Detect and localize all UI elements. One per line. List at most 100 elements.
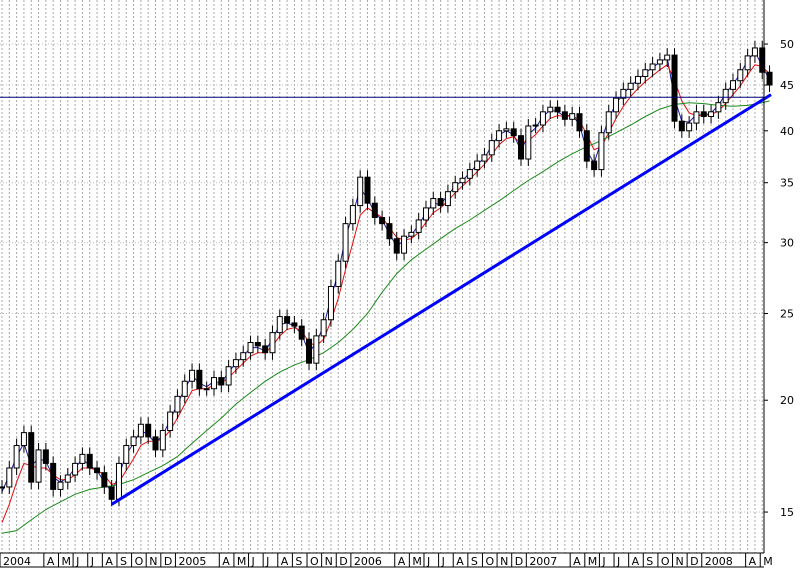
price-bar-body [671, 54, 678, 122]
price-bar-body [656, 59, 663, 65]
price-bar-body [50, 462, 57, 490]
price-bar-body [496, 130, 503, 142]
price-bar-body [364, 176, 371, 204]
price-bar-body [686, 122, 693, 132]
x-tick-label: A [573, 555, 581, 568]
price-bar-body [181, 380, 188, 397]
price-bar-body [408, 231, 415, 237]
x-tick-label: J [265, 555, 269, 568]
x-tick-label: O [135, 555, 144, 568]
y-tick-label: 20 [780, 394, 794, 407]
price-bar-body [254, 342, 261, 347]
price-bar-body [189, 369, 196, 382]
x-tick-label: N [676, 555, 684, 568]
x-tick-label: A [281, 555, 289, 568]
x-tick-label: A [398, 555, 406, 568]
y-tick-label: 15 [780, 506, 794, 519]
price-bar-body [634, 75, 641, 84]
price-bar-body [664, 54, 671, 61]
price-bar-body [386, 223, 393, 240]
price-bar-body [262, 345, 269, 354]
price-bar-body [64, 474, 71, 483]
x-tick-label: S [120, 555, 127, 568]
price-bar-body [437, 198, 444, 207]
price-bar-body [115, 462, 122, 500]
price-bar-body [561, 111, 568, 120]
x-tick-label: M [763, 555, 773, 568]
price-bar-body [20, 432, 27, 447]
price-bar-body [569, 113, 576, 120]
trend-lines [0, 93, 772, 506]
y-tick-label: 40 [780, 125, 794, 138]
x-tick-label: M [61, 555, 70, 568]
price-bar-body [605, 111, 612, 134]
price-bar-body [35, 449, 42, 483]
x-tick-label: O [485, 555, 494, 568]
price-bar-body [13, 445, 20, 469]
price-bar-body [620, 88, 627, 99]
price-bars [0, 41, 773, 507]
price-bar-body [291, 322, 298, 327]
price-bar-body [79, 453, 86, 464]
x-tick-label: O [661, 555, 670, 568]
price-bar-body [693, 111, 700, 124]
price-bar-body [554, 106, 561, 113]
price-bar-body [269, 332, 276, 354]
y-tick-label: 30 [780, 237, 794, 250]
price-bar-body [145, 423, 152, 438]
price-bar-body [613, 97, 620, 113]
x-tick-label: A [105, 555, 113, 568]
price-bar-body [28, 432, 35, 483]
price-bar-body [583, 130, 590, 162]
price-bar-body [174, 395, 181, 413]
price-bar-body [401, 235, 408, 254]
x-tick-label: A [749, 555, 757, 568]
price-bar-body [678, 120, 685, 132]
price-bar-body [751, 47, 758, 57]
price-bar-body [101, 472, 108, 488]
x-tick-label: 2006 [354, 555, 382, 568]
price-bar-body [72, 462, 79, 476]
price-bar-body [335, 260, 342, 287]
moving-average-line-3 [1, 100, 770, 534]
y-tick-label: 45 [780, 79, 794, 92]
price-bar-body [759, 47, 766, 73]
y-tick-label: 25 [780, 307, 794, 320]
price-bar-body [766, 71, 773, 86]
price-bar-body [123, 445, 130, 464]
x-tick-label: J [441, 555, 445, 568]
price-bar-body [240, 352, 247, 361]
x-tick-label: O [310, 555, 319, 568]
price-bar-body [306, 338, 313, 364]
price-bar-body [313, 335, 320, 364]
price-bar-body [167, 411, 174, 432]
price-bar-body [108, 486, 115, 500]
x-tick-label: M [237, 555, 247, 568]
x-tick-label: S [646, 555, 653, 568]
price-bar-body [547, 106, 554, 113]
x-tick-label: D [690, 555, 698, 568]
price-bar-body [232, 359, 239, 368]
price-bar-body [159, 430, 166, 451]
x-tick-label: A [47, 555, 55, 568]
price-bar-body [57, 481, 64, 490]
x-tick-label: 2005 [178, 555, 206, 568]
price-bar-body [649, 63, 656, 71]
price-bar-body [422, 207, 429, 221]
x-tick-label: D [164, 555, 172, 568]
x-tick-label: J [601, 555, 605, 568]
y-tick-label: 35 [780, 177, 794, 190]
price-bar-body [708, 111, 715, 117]
x-tick-label: J [426, 555, 430, 568]
price-bar-body [642, 69, 649, 77]
price-bar-body [591, 160, 598, 171]
x-tick-label: S [295, 555, 302, 568]
price-bar-body [576, 113, 583, 132]
x-tick-label: J [90, 555, 94, 568]
price-bar-body [218, 377, 225, 386]
price-bar-body [539, 111, 546, 126]
price-bar-body [737, 69, 744, 82]
price-bar-body [744, 55, 751, 71]
price-bar-body [518, 135, 525, 160]
